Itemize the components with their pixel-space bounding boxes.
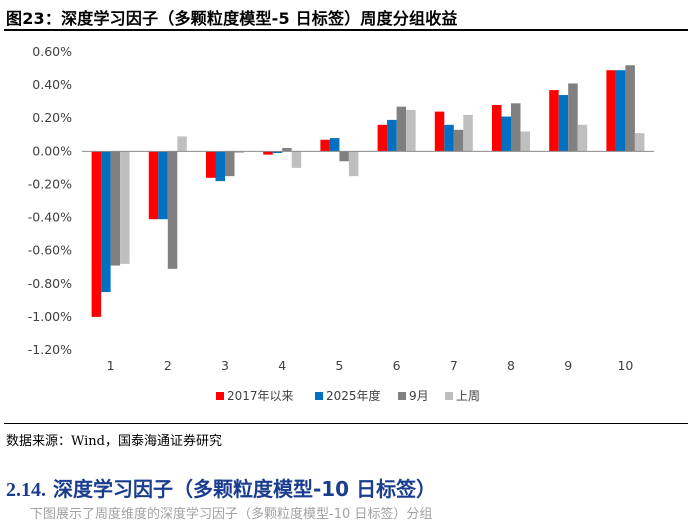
x-tick-label: 10 bbox=[617, 358, 633, 373]
bar-1-9 bbox=[549, 90, 559, 152]
x-tick-label: 1 bbox=[107, 358, 115, 373]
bar-1-10 bbox=[606, 70, 616, 152]
grouped-bar-chart: 0.60% 0.40% 0.20% 0.00% -0.20% -0.40% -0.60% -0… bbox=[0, 34, 692, 418]
y-tick-label: -0.80% bbox=[28, 276, 72, 291]
x-tick-label: 6 bbox=[393, 358, 401, 373]
bar-1-6 bbox=[377, 124, 388, 152]
bar-1-1 bbox=[91, 151, 102, 317]
section-heading: 2.14. 深度学习因子（多颗粒度模型-10 日标签） bbox=[6, 473, 436, 502]
y-tick-label: 0.60% bbox=[32, 44, 72, 59]
y-tick-label: 0.00% bbox=[32, 143, 72, 158]
legend-label: 2025年度 bbox=[326, 388, 381, 403]
bar-2-10 bbox=[615, 70, 626, 152]
bar-2-2 bbox=[158, 151, 168, 220]
bar-1-8 bbox=[492, 104, 502, 152]
x-tick-label: 7 bbox=[450, 358, 458, 373]
y-tick-label: -0.40% bbox=[28, 210, 72, 225]
legend-swatch bbox=[398, 392, 406, 400]
bar-4-8 bbox=[520, 131, 530, 152]
bar-4-2 bbox=[177, 136, 187, 152]
bar-2-1 bbox=[101, 151, 111, 293]
bar-4-1 bbox=[120, 151, 130, 264]
bar-3-4 bbox=[282, 148, 292, 152]
bar-3-7 bbox=[453, 129, 464, 152]
legend-swatch bbox=[315, 392, 323, 400]
x-tick-label: 2 bbox=[164, 358, 172, 373]
bar-2-4 bbox=[272, 151, 283, 153]
bar-3-10 bbox=[625, 65, 635, 152]
bar-2-8 bbox=[501, 116, 511, 152]
section-title: 深度学习因子（多颗粒度模型-10 日标签） bbox=[52, 477, 437, 501]
bar-3-3 bbox=[225, 151, 235, 177]
y-tick-label: -1.00% bbox=[28, 309, 72, 324]
body-text-snippet: 下图展示了周度维度的深度学习因子（多颗粒度模型-10 日标签）分组 bbox=[30, 507, 433, 522]
bar-3-5 bbox=[339, 151, 349, 162]
x-tick-label: 5 bbox=[335, 358, 343, 373]
bar-3-6 bbox=[396, 106, 407, 152]
x-tick-label: 3 bbox=[221, 358, 229, 373]
bar-1-5 bbox=[320, 139, 330, 152]
bar-2-9 bbox=[558, 95, 569, 152]
bar-3-1 bbox=[110, 151, 121, 266]
bar-4-3 bbox=[234, 151, 244, 153]
bar-4-9 bbox=[577, 124, 588, 152]
bar-2-7 bbox=[444, 124, 454, 152]
legend-swatch bbox=[445, 392, 453, 400]
bar-4-4 bbox=[291, 151, 302, 168]
bar-1-7 bbox=[434, 111, 445, 152]
y-tick-label: 0.40% bbox=[32, 77, 72, 92]
y-tick-label: 0.20% bbox=[32, 110, 72, 125]
bar-2-5 bbox=[329, 138, 340, 152]
bar-1-3 bbox=[206, 151, 216, 178]
section-number: 2.14. bbox=[6, 479, 46, 501]
bar-2-3 bbox=[215, 151, 225, 182]
legend-swatch bbox=[216, 392, 224, 400]
figure-title: 图23：深度学习因子（多颗粒度模型-5 日标签）周度分组收益 bbox=[6, 9, 458, 28]
chart-svg: 0.60% 0.40% 0.20% 0.00% -0.20% -0.40% -0.60% -0… bbox=[28, 44, 654, 403]
source-rule bbox=[4, 423, 688, 424]
bar-4-6 bbox=[406, 109, 416, 152]
y-tick-label: -0.60% bbox=[28, 243, 72, 258]
data-source-note: 数据来源：Wind，国泰海通证券研究 bbox=[6, 434, 222, 449]
bar-3-8 bbox=[511, 103, 521, 152]
title-rule bbox=[4, 29, 688, 31]
legend-label: 9月 bbox=[409, 389, 429, 403]
x-tick-label: 9 bbox=[564, 358, 572, 373]
y-tick-label: -0.20% bbox=[28, 176, 72, 191]
x-tick-label: 8 bbox=[507, 358, 515, 373]
bar-3-9 bbox=[568, 83, 578, 152]
y-tick-label: -1.20% bbox=[28, 342, 72, 357]
bar-2-6 bbox=[387, 119, 397, 152]
x-tick-label: 4 bbox=[278, 358, 286, 373]
bar-4-5 bbox=[348, 151, 359, 177]
bar-4-7 bbox=[463, 114, 473, 152]
legend-label: 上周 bbox=[456, 389, 480, 403]
bar-1-2 bbox=[148, 151, 159, 220]
bar-4-10 bbox=[634, 133, 645, 152]
bar-1-4 bbox=[263, 151, 273, 155]
bar-3-2 bbox=[167, 151, 178, 269]
legend-label: 2017年以来 bbox=[227, 389, 294, 403]
